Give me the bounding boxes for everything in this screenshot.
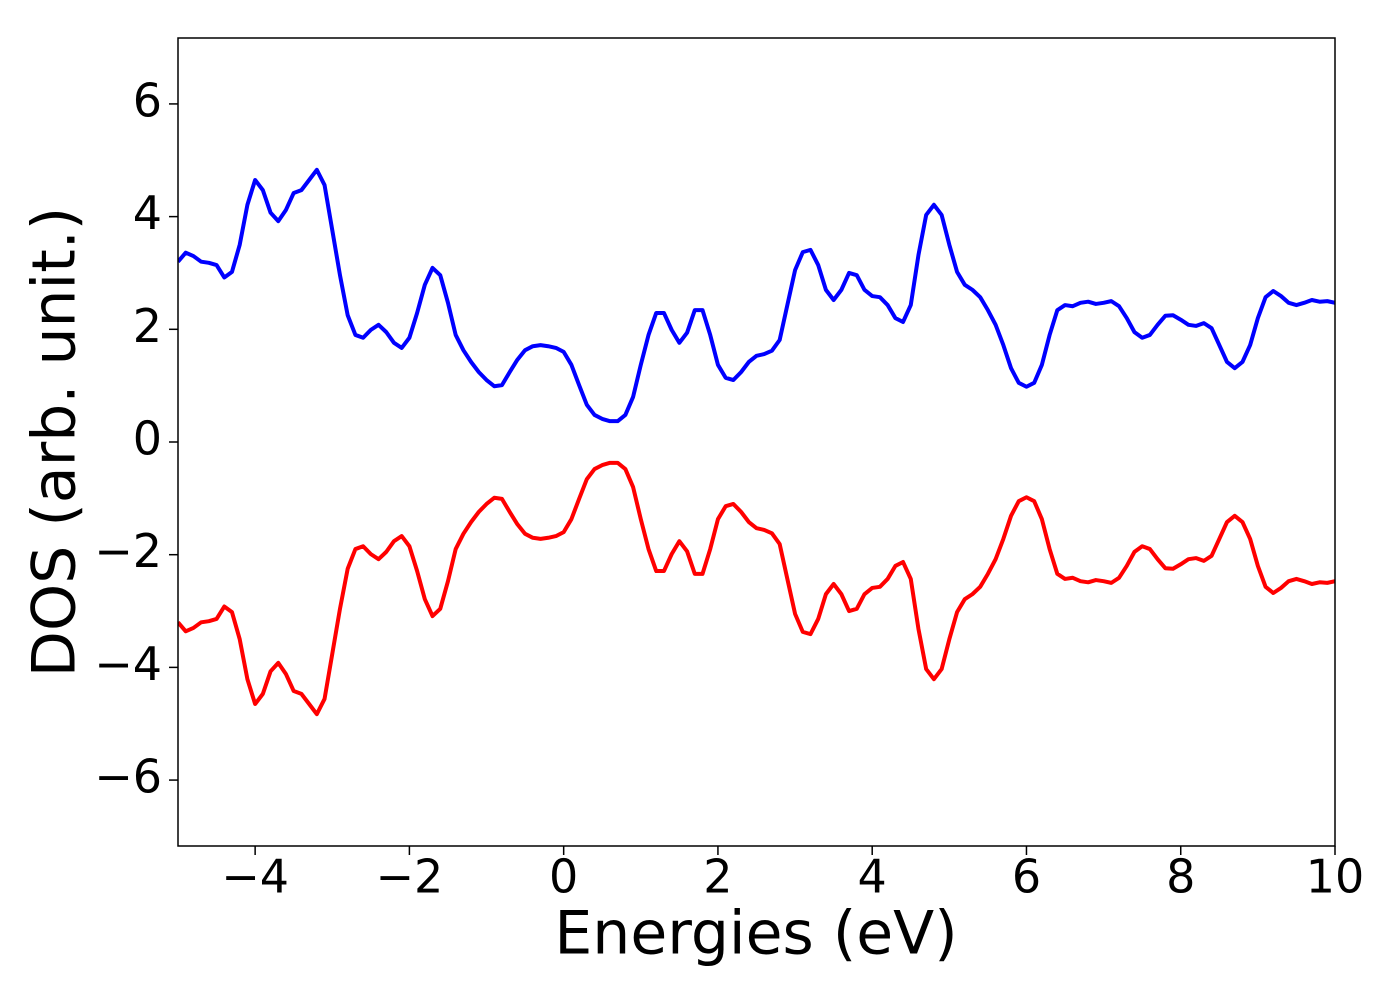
x-tick-label: 0 <box>549 850 578 904</box>
y-tick-label: −4 <box>94 637 162 691</box>
y-axis-label: DOS (arb. unit.) <box>20 207 90 677</box>
x-tick-label: −2 <box>375 850 443 904</box>
x-tick-label: −4 <box>221 850 289 904</box>
plot-frame <box>177 37 1336 847</box>
x-tick-label: 10 <box>1306 850 1365 904</box>
x-tick-label: 8 <box>1166 850 1195 904</box>
x-tick-label: 6 <box>1012 850 1041 904</box>
x-tick-label: 2 <box>703 850 732 904</box>
line-series <box>178 167 1335 424</box>
y-tick-label: 6 <box>133 73 162 127</box>
x-tick-label: 4 <box>858 850 887 904</box>
x-axis-label: Energies (eV) <box>554 899 957 969</box>
y-tick-label: −2 <box>94 524 162 578</box>
line-series <box>178 460 1335 717</box>
y-tick-label: 2 <box>133 299 162 353</box>
y-tick-label: 4 <box>133 186 162 240</box>
y-tick-label: −6 <box>94 750 162 804</box>
y-tick-label: 0 <box>133 412 162 466</box>
